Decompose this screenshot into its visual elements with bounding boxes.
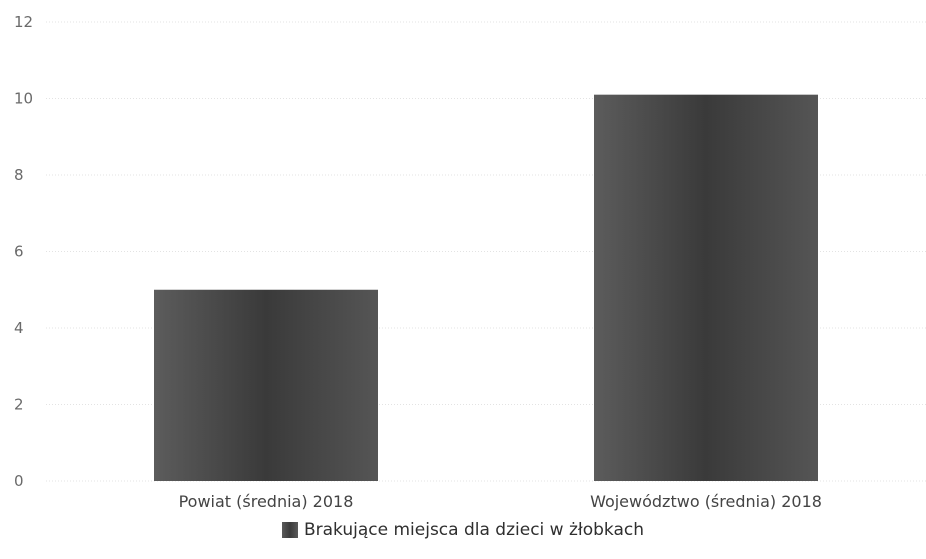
bar <box>154 289 378 481</box>
legend-swatch <box>281 522 298 538</box>
y-tick-label: 12 <box>14 13 33 31</box>
bars <box>154 94 818 482</box>
y-axis-ticks: 0 2 4 6 8 10 12 <box>14 13 33 490</box>
y-tick-label: 6 <box>14 243 24 261</box>
x-category-label: Województwo (średnia) 2018 <box>590 492 822 511</box>
bar <box>594 94 818 482</box>
legend: Brakujące miejsca dla dzieci w żłobkach <box>0 520 926 540</box>
chart-canvas: 0 2 4 6 8 10 12 Powiat (średnia) 2018 Województ… <box>14 13 926 511</box>
x-category-label: Powiat (średnia) 2018 <box>179 492 354 511</box>
x-axis-labels: Powiat (średnia) 2018 Województwo (średni… <box>179 492 822 511</box>
y-tick-label: 2 <box>14 396 24 414</box>
y-tick-label: 8 <box>14 166 24 184</box>
legend-label: Brakujące miejsca dla dzieci w żłobkach <box>303 520 645 540</box>
y-tick-label: 10 <box>14 90 33 108</box>
y-tick-label: 4 <box>14 319 24 337</box>
y-tick-label: 0 <box>14 472 24 490</box>
